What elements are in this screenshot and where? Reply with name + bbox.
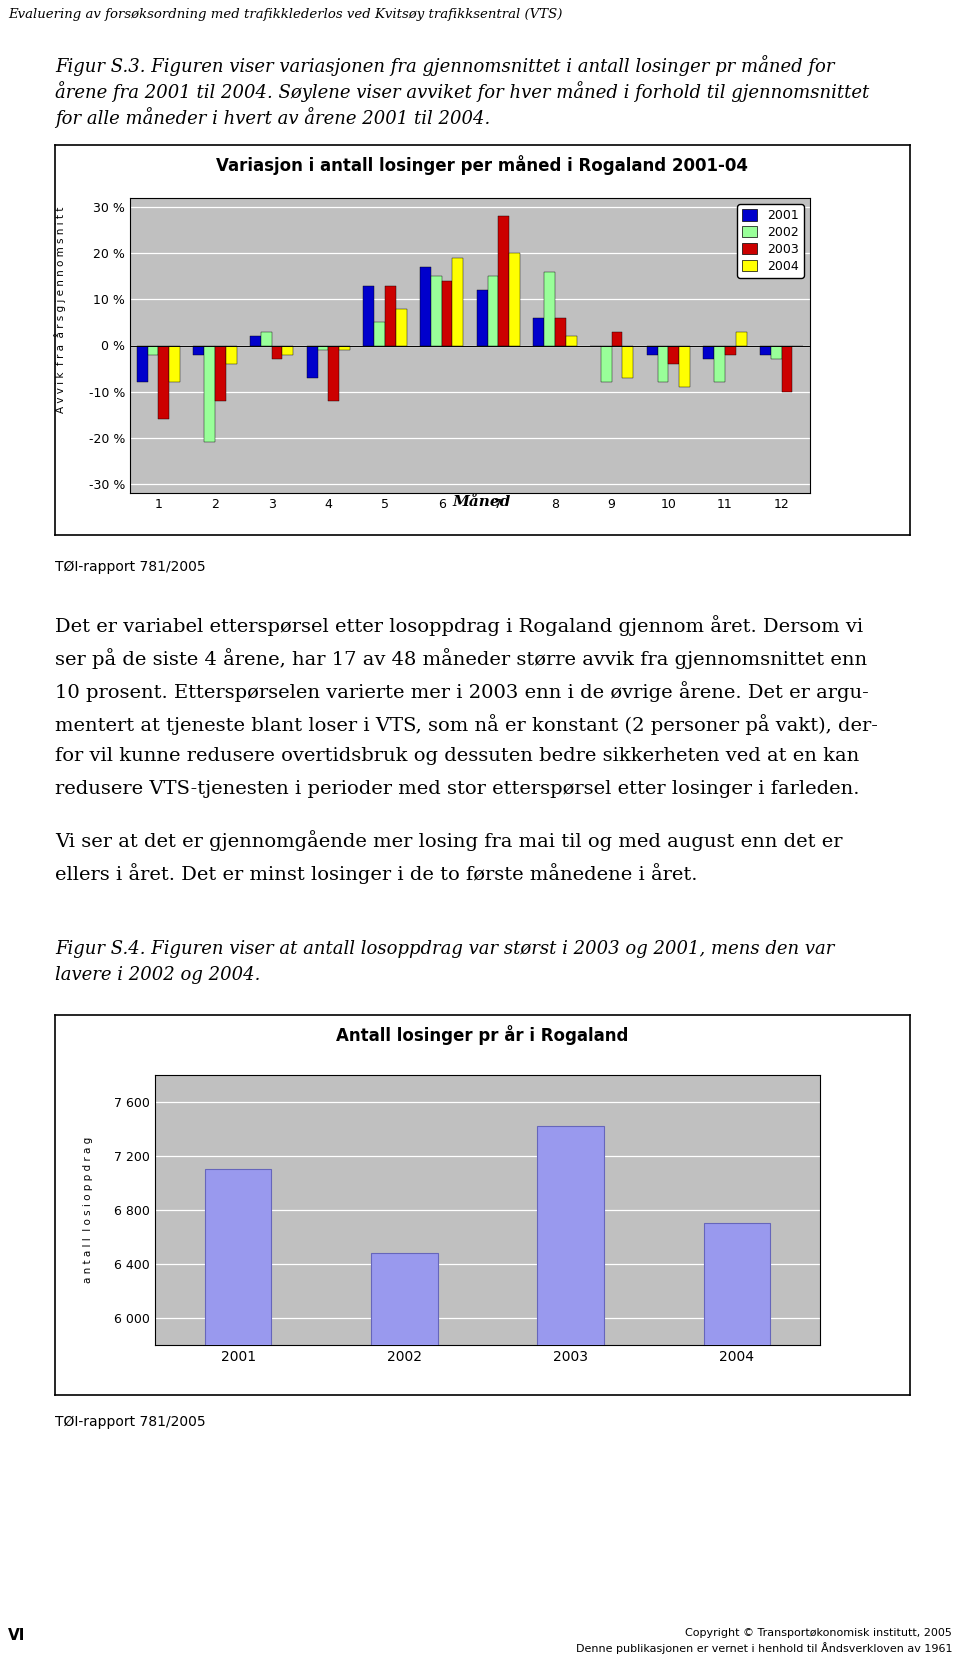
Bar (612, 332, 622, 345)
Text: Denne publikasjonen er vernet i henhold til Åndsverkloven av 1961: Denne publikasjonen er vernet i henhold … (575, 1642, 952, 1654)
Bar (760, 345, 771, 355)
Bar (668, 345, 679, 363)
Bar (226, 345, 236, 363)
Bar (781, 345, 792, 392)
Bar (771, 345, 781, 360)
Text: Antall losinger pr år i Rogaland: Antall losinger pr år i Rogaland (336, 1025, 628, 1045)
Bar (364, 285, 374, 345)
Text: A v v i k  f r a  å r s g j e n n o m s n i t t: A v v i k f r a å r s g j e n n o m s n … (54, 207, 66, 413)
Text: årene fra 2001 til 2004. Søylene viser avviket for hver måned i forhold til gjen: årene fra 2001 til 2004. Søylene viser a… (55, 81, 869, 101)
Bar (442, 280, 452, 345)
Bar (137, 345, 148, 382)
Text: mentert at tjeneste blant loser i VTS, som nå er konstant (2 personer på vakt), : mentert at tjeneste blant loser i VTS, s… (55, 713, 877, 735)
Bar (704, 1223, 770, 1659)
Text: Figur S.3. Figuren viser variasjonen fra gjennomsnittet i antall losinger pr mån: Figur S.3. Figuren viser variasjonen fra… (55, 55, 834, 76)
Bar (488, 277, 498, 345)
Bar (328, 345, 339, 401)
Text: redusere VTS-tjenesten i perioder med stor etterspørsel etter losinger i farlede: redusere VTS-tjenesten i perioder med st… (55, 780, 859, 798)
Text: VI: VI (8, 1627, 25, 1642)
Bar (498, 216, 509, 345)
Bar (169, 345, 180, 382)
Bar (658, 345, 668, 382)
Bar (565, 337, 577, 345)
Bar (204, 1170, 272, 1659)
Text: Det er variabel etterspørsel etter losoppdrag i Rogaland gjennom året. Dersom vi: Det er variabel etterspørsel etter losop… (55, 615, 863, 635)
Bar (725, 345, 735, 355)
Bar (251, 337, 261, 345)
Text: lavere i 2002 og 2004.: lavere i 2002 og 2004. (55, 966, 260, 984)
Bar (148, 345, 158, 355)
Text: Evaluering av forsøksordning med trafikklederlos ved Kvitsøy trafikksentral (VTS: Evaluering av forsøksordning med trafikk… (8, 8, 563, 22)
Bar (452, 257, 464, 345)
Bar (307, 345, 318, 378)
Text: ellers i året. Det er minst losinger i de to første månedene i året.: ellers i året. Det er minst losinger i d… (55, 863, 698, 884)
Text: for alle måneder i hvert av årene 2001 til 2004.: for alle måneder i hvert av årene 2001 t… (55, 106, 491, 128)
Text: Måned: Måned (453, 494, 511, 509)
Bar (372, 1253, 438, 1659)
Bar (704, 345, 714, 360)
Bar (339, 345, 349, 350)
Text: Variasjon i antall losinger per måned i Rogaland 2001-04: Variasjon i antall losinger per måned i … (216, 154, 748, 174)
Bar (647, 345, 658, 355)
Bar (538, 1126, 604, 1659)
Bar (272, 345, 282, 360)
Text: ser på de siste 4 årene, har 17 av 48 måneder større avvik fra gjennomsnittet en: ser på de siste 4 årene, har 17 av 48 må… (55, 649, 867, 669)
Bar (374, 322, 385, 345)
Bar (622, 345, 634, 378)
Text: Copyright © Transportøkonomisk institutt, 2005: Copyright © Transportøkonomisk institutt… (685, 1627, 952, 1637)
Text: TØI-rapport 781/2005: TØI-rapport 781/2005 (55, 561, 205, 574)
Bar (282, 345, 293, 355)
Bar (679, 345, 690, 387)
Bar (261, 332, 272, 345)
Text: 10 prosent. Etterspørselen varierte mer i 2003 enn i de øvrige årene. Det er arg: 10 prosent. Etterspørselen varierte mer … (55, 680, 869, 702)
Bar (396, 309, 406, 345)
Bar (714, 345, 725, 382)
Bar (555, 319, 565, 345)
Text: Figur S.4. Figuren viser at antall losoppdrag var størst i 2003 og 2001, mens de: Figur S.4. Figuren viser at antall losop… (55, 941, 834, 957)
Bar (204, 345, 215, 443)
Bar (477, 290, 488, 345)
Legend: 2001, 2002, 2003, 2004: 2001, 2002, 2003, 2004 (737, 204, 804, 277)
Bar (544, 272, 555, 345)
Bar (735, 332, 747, 345)
Bar (509, 254, 520, 345)
Text: a n t a l l  l o s i o p p d r a g: a n t a l l l o s i o p p d r a g (83, 1136, 93, 1282)
Bar (385, 285, 396, 345)
Bar (431, 277, 442, 345)
Bar (534, 319, 544, 345)
Text: Vi ser at det er gjennomgående mer losing fra mai til og med august enn det er: Vi ser at det er gjennomgående mer losin… (55, 830, 843, 851)
Bar (158, 345, 169, 420)
Bar (318, 345, 328, 350)
Text: for vil kunne redusere overtidsbruk og dessuten bedre sikkerheten ved at en kan: for vil kunne redusere overtidsbruk og d… (55, 747, 859, 765)
Bar (420, 267, 431, 345)
Bar (194, 345, 204, 355)
Bar (601, 345, 612, 382)
Bar (215, 345, 226, 401)
Text: TØI-rapport 781/2005: TØI-rapport 781/2005 (55, 1415, 205, 1428)
